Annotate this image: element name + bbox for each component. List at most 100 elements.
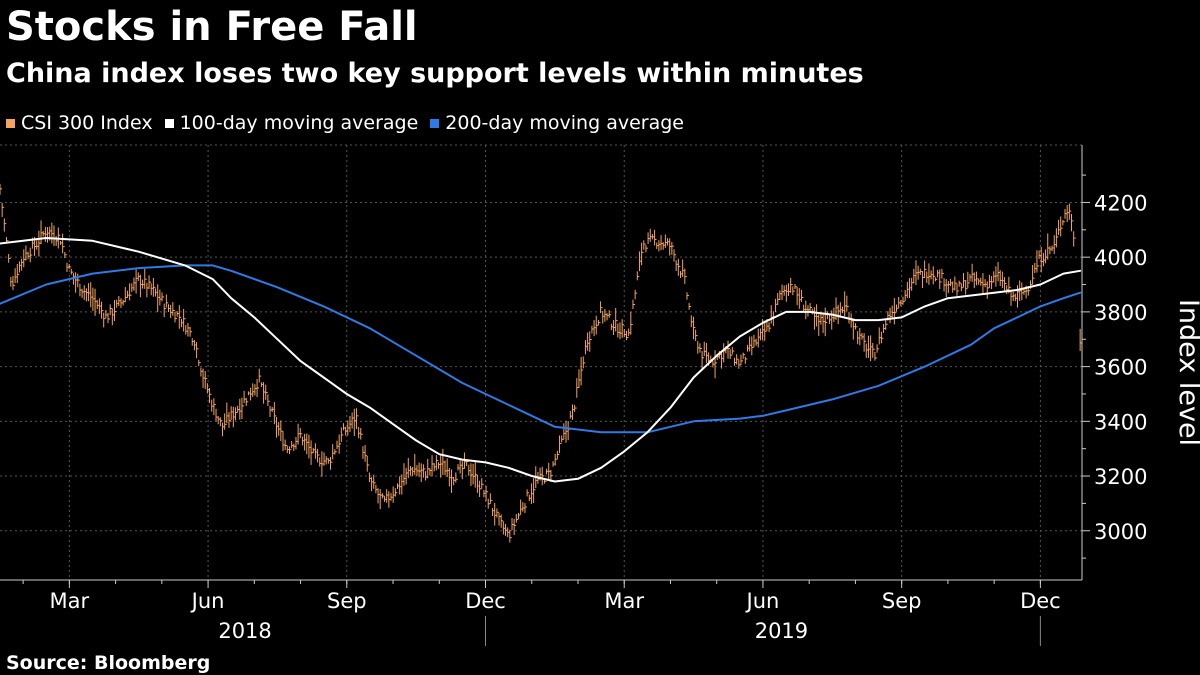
csi300-bar [334,449,337,455]
csi300-bar [740,354,743,366]
csi300-bar [455,472,458,483]
csi300-bar [924,260,927,279]
csi300-bar [744,356,748,364]
csi300-bar [340,427,344,442]
csi300-bar [764,320,767,341]
csi300-bar [379,489,383,510]
csi300-bar [1062,220,1065,226]
csi300-bar [893,298,897,325]
csi300-bar [0,183,2,195]
csi300-bar [513,518,517,536]
csi300-bar [189,326,193,337]
legend-label-ma100: 100-day moving average [179,112,419,134]
csi300-bar [939,269,942,289]
csi300-bar [183,308,186,332]
csi300-bar [196,342,199,359]
csi300-bar [8,253,11,263]
year-label-2018: 2018 [218,619,271,643]
csi300-bar [800,289,804,302]
csi300-bar [692,316,696,340]
csi300-bar [148,275,152,290]
csi300-bar [62,233,65,254]
ma200-line [0,264,1082,434]
csi300-bar [932,266,936,285]
legend-label-csi300: CSI 300 Index [21,112,153,134]
csi300-bar [70,268,74,275]
csi300-bar [809,303,813,313]
csi300-bar [364,445,368,462]
y-tick-label-3200: 3200 [1094,465,1147,489]
csi300-bar [524,503,527,513]
csi300-bar [496,508,499,518]
csi300-bar [161,292,165,302]
y-axis-title: Index level [1173,299,1200,446]
csi300-bar [1068,203,1072,220]
x-tick-label-6: Sep [882,589,922,613]
csi300-bar [872,342,875,358]
csi300-bar [768,322,772,333]
csi300-bar [941,268,944,279]
csi300-bar [422,464,426,478]
csi300-bar [163,303,167,318]
csi300-bar [338,434,342,454]
csi300-bar [360,427,363,440]
csi300-bar [1032,264,1035,285]
csi300-bar [209,387,212,404]
csi300-bar [885,319,888,330]
legend-item-csi300: CSI 300 Index [6,112,153,134]
csi300-bar [634,289,638,300]
csi300-bar [219,417,223,427]
csi300-bar [1073,231,1076,247]
csi300-bar [489,493,493,504]
csi300-bar [751,336,754,356]
x-tick-label-4: Mar [604,589,644,613]
csi300-bar [68,263,72,270]
csi300-bar [688,302,692,310]
csi300-bar [288,446,292,455]
y-tick-label-3800: 3800 [1094,301,1147,325]
csi300-bar [954,276,957,291]
legend-swatch-csi300 [6,118,15,128]
csi300-bar [852,319,856,340]
csi300-bar [958,280,962,287]
csi300-bar [256,378,260,398]
csi300-bar [727,340,731,359]
csi300-bar [12,275,15,291]
csi300-bar [701,351,705,369]
csi300-bar [671,241,674,255]
ma100-line [0,237,1082,483]
csi300-bar [267,394,270,406]
x-tick-label-2: Sep [327,589,367,613]
source-note: Source: Bloomberg [6,652,211,674]
csi300-bar [582,356,586,369]
csi300-bar [509,529,512,543]
csi300-bar [589,331,592,352]
csi300-bar [1004,277,1007,292]
csi300-bars-layer [0,183,1083,543]
csi300-bar [474,462,478,488]
csi300-bar [3,218,7,232]
csi300-bar [673,249,677,262]
csi300-bar [526,489,530,497]
csi300-bar [299,428,303,439]
legend: CSI 300 Index 100-day moving average 200… [6,112,684,134]
csi300-bar [615,307,618,332]
csi300-bar [172,302,175,316]
csi300-bar [597,319,601,326]
moving-average-layer [0,237,1082,483]
csi300-bar [580,356,584,386]
csi300-bar [608,310,612,318]
csi300-bar [258,368,262,383]
csi300-bar [641,242,644,266]
csi300-bar [824,307,828,337]
csi300-bar [381,493,385,499]
chart-subtitle: China index loses two key support levels… [6,58,864,89]
csi300-bar [533,478,536,504]
csi300-bar [956,283,960,296]
csi300-bar [77,273,80,288]
csi300-bar [394,488,398,497]
csi300-bar [1071,213,1074,232]
csi300-bar [731,346,735,355]
csi300-bar [729,349,733,360]
csi300-bar [366,455,370,472]
